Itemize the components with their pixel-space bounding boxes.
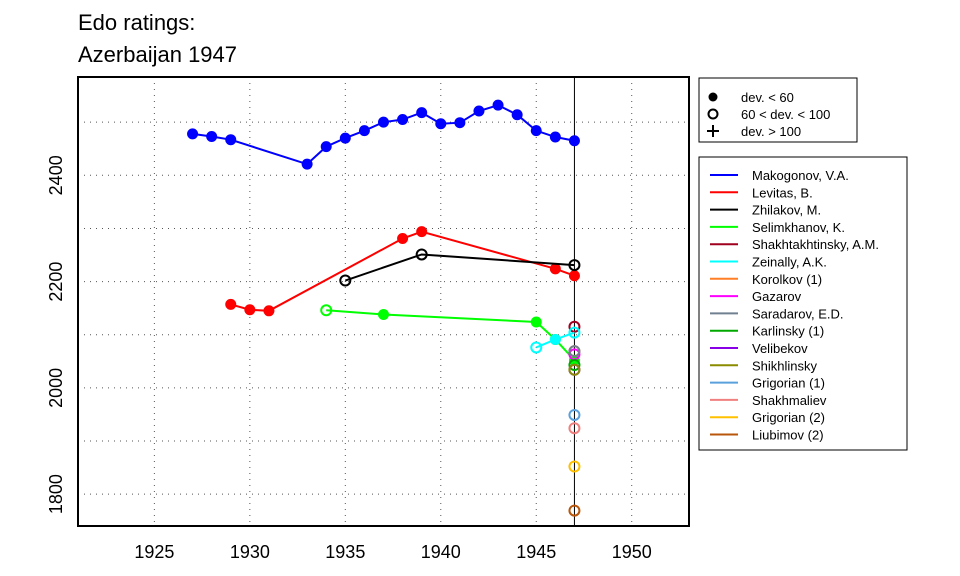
legend-series-label: Karlinsky (1) xyxy=(752,324,824,339)
legend-series-label: Shakhtakhtinsky, A.M. xyxy=(752,237,879,252)
legend-open-marker xyxy=(707,108,719,120)
data-point xyxy=(378,116,389,128)
data-point xyxy=(244,304,256,316)
data-point xyxy=(320,141,332,153)
y-axis: 1800 2000 2200 2400 xyxy=(46,155,66,514)
chart-title-line-2: Azerbaijan 1947 xyxy=(78,42,238,67)
data-point xyxy=(416,107,428,119)
data-point xyxy=(549,263,561,275)
chart-title-line-1: Edo ratings: xyxy=(78,10,196,35)
data-point xyxy=(568,135,580,147)
data-point xyxy=(492,99,504,111)
y-tick-label: 2400 xyxy=(46,155,66,195)
symbol-legend-box xyxy=(698,77,858,143)
data-point xyxy=(568,320,581,333)
x-tick-label: 1925 xyxy=(134,542,174,562)
symbol-legend-label: dev. > 100 xyxy=(741,124,801,139)
legend-series-label: Saradarov, E.D. xyxy=(752,306,844,321)
data-point xyxy=(568,345,581,358)
series-3 xyxy=(320,304,580,366)
legend-series-label: Grigorian (2) xyxy=(752,410,825,425)
series-5 xyxy=(530,326,581,354)
y-tick-label: 1800 xyxy=(46,474,66,514)
series-legend: Makogonov, V.A. Levitas, B. Zhilakov, M. Se… xyxy=(698,156,908,451)
symbol-legend-label: 60 < dev. < 100 xyxy=(741,107,830,122)
data-point xyxy=(549,131,561,143)
data-point xyxy=(416,226,428,238)
series-12 xyxy=(568,408,581,421)
symbol-legend-label: dev. < 60 xyxy=(741,90,794,105)
legend-filled-marker xyxy=(708,92,718,102)
data-point xyxy=(568,358,581,371)
series-0 xyxy=(187,99,580,170)
legend-series-label: Grigorian (1) xyxy=(752,376,825,391)
series-line xyxy=(344,253,575,282)
data-point xyxy=(530,316,542,328)
data-point xyxy=(568,363,581,376)
series-2 xyxy=(339,248,581,287)
data-point xyxy=(511,109,523,121)
legend-series-label: Korolkov (1) xyxy=(752,272,822,287)
x-tick-label: 1945 xyxy=(516,542,556,562)
legend-series-label: Velibekov xyxy=(752,341,808,356)
series-group xyxy=(187,99,581,517)
series-14 xyxy=(568,460,581,473)
y-tick-label: 2200 xyxy=(46,262,66,302)
legend-series-label: Zhilakov, M. xyxy=(752,203,821,218)
x-tick-label: 1935 xyxy=(325,542,365,562)
data-point xyxy=(301,158,313,170)
data-point xyxy=(473,105,485,117)
series-9 xyxy=(568,358,581,371)
legend-series-label: Liubimov (2) xyxy=(752,428,824,443)
legend-series-label: Levitas, B. xyxy=(752,185,813,200)
legend-series-label: Gazarov xyxy=(752,289,802,304)
data-point xyxy=(568,259,581,272)
data-point xyxy=(187,128,199,140)
legend-series-label: Makogonov, V.A. xyxy=(752,168,849,183)
data-point xyxy=(454,117,466,129)
data-point xyxy=(397,114,409,126)
legend-series-label: Selimkhanov, K. xyxy=(752,220,845,235)
data-point xyxy=(415,248,428,261)
data-point xyxy=(568,326,581,339)
x-tick-label: 1950 xyxy=(612,542,652,562)
series-8 xyxy=(568,345,581,358)
data-point xyxy=(225,134,237,146)
x-axis: 1925 1930 1935 1940 1945 1950 xyxy=(134,542,651,562)
data-point xyxy=(530,341,543,354)
series-4 xyxy=(568,320,581,333)
x-tick-label: 1940 xyxy=(421,542,461,562)
data-point xyxy=(568,270,580,282)
legend-series-label: Shakhmaliev xyxy=(752,393,827,408)
data-point xyxy=(339,132,351,144)
y-tick-label: 2000 xyxy=(46,368,66,408)
data-point xyxy=(549,333,561,345)
data-point xyxy=(568,408,581,421)
legend-series-label: Shikhlinsky xyxy=(752,358,818,373)
series-1 xyxy=(225,226,580,317)
data-point xyxy=(530,125,542,137)
data-point xyxy=(225,298,237,310)
data-point xyxy=(320,304,333,317)
series-legend-box xyxy=(698,156,908,451)
data-point xyxy=(435,118,447,130)
data-point xyxy=(339,274,352,287)
legend-series-label: Zeinally, A.K. xyxy=(752,255,827,270)
data-point xyxy=(397,233,409,245)
data-point xyxy=(568,460,581,473)
data-point xyxy=(206,131,218,143)
data-point xyxy=(358,125,370,137)
series-13 xyxy=(568,422,581,435)
plot-frame xyxy=(77,76,690,527)
data-point xyxy=(568,504,581,517)
symbol-legend: dev. < 60 60 < dev. < 100 dev. > 100 xyxy=(698,77,858,143)
data-point xyxy=(378,309,389,321)
grid-lines xyxy=(78,77,689,526)
data-point xyxy=(568,422,581,435)
data-point xyxy=(263,305,275,317)
series-15 xyxy=(568,504,581,517)
series-11 xyxy=(568,363,581,376)
x-tick-label: 1930 xyxy=(230,542,270,562)
